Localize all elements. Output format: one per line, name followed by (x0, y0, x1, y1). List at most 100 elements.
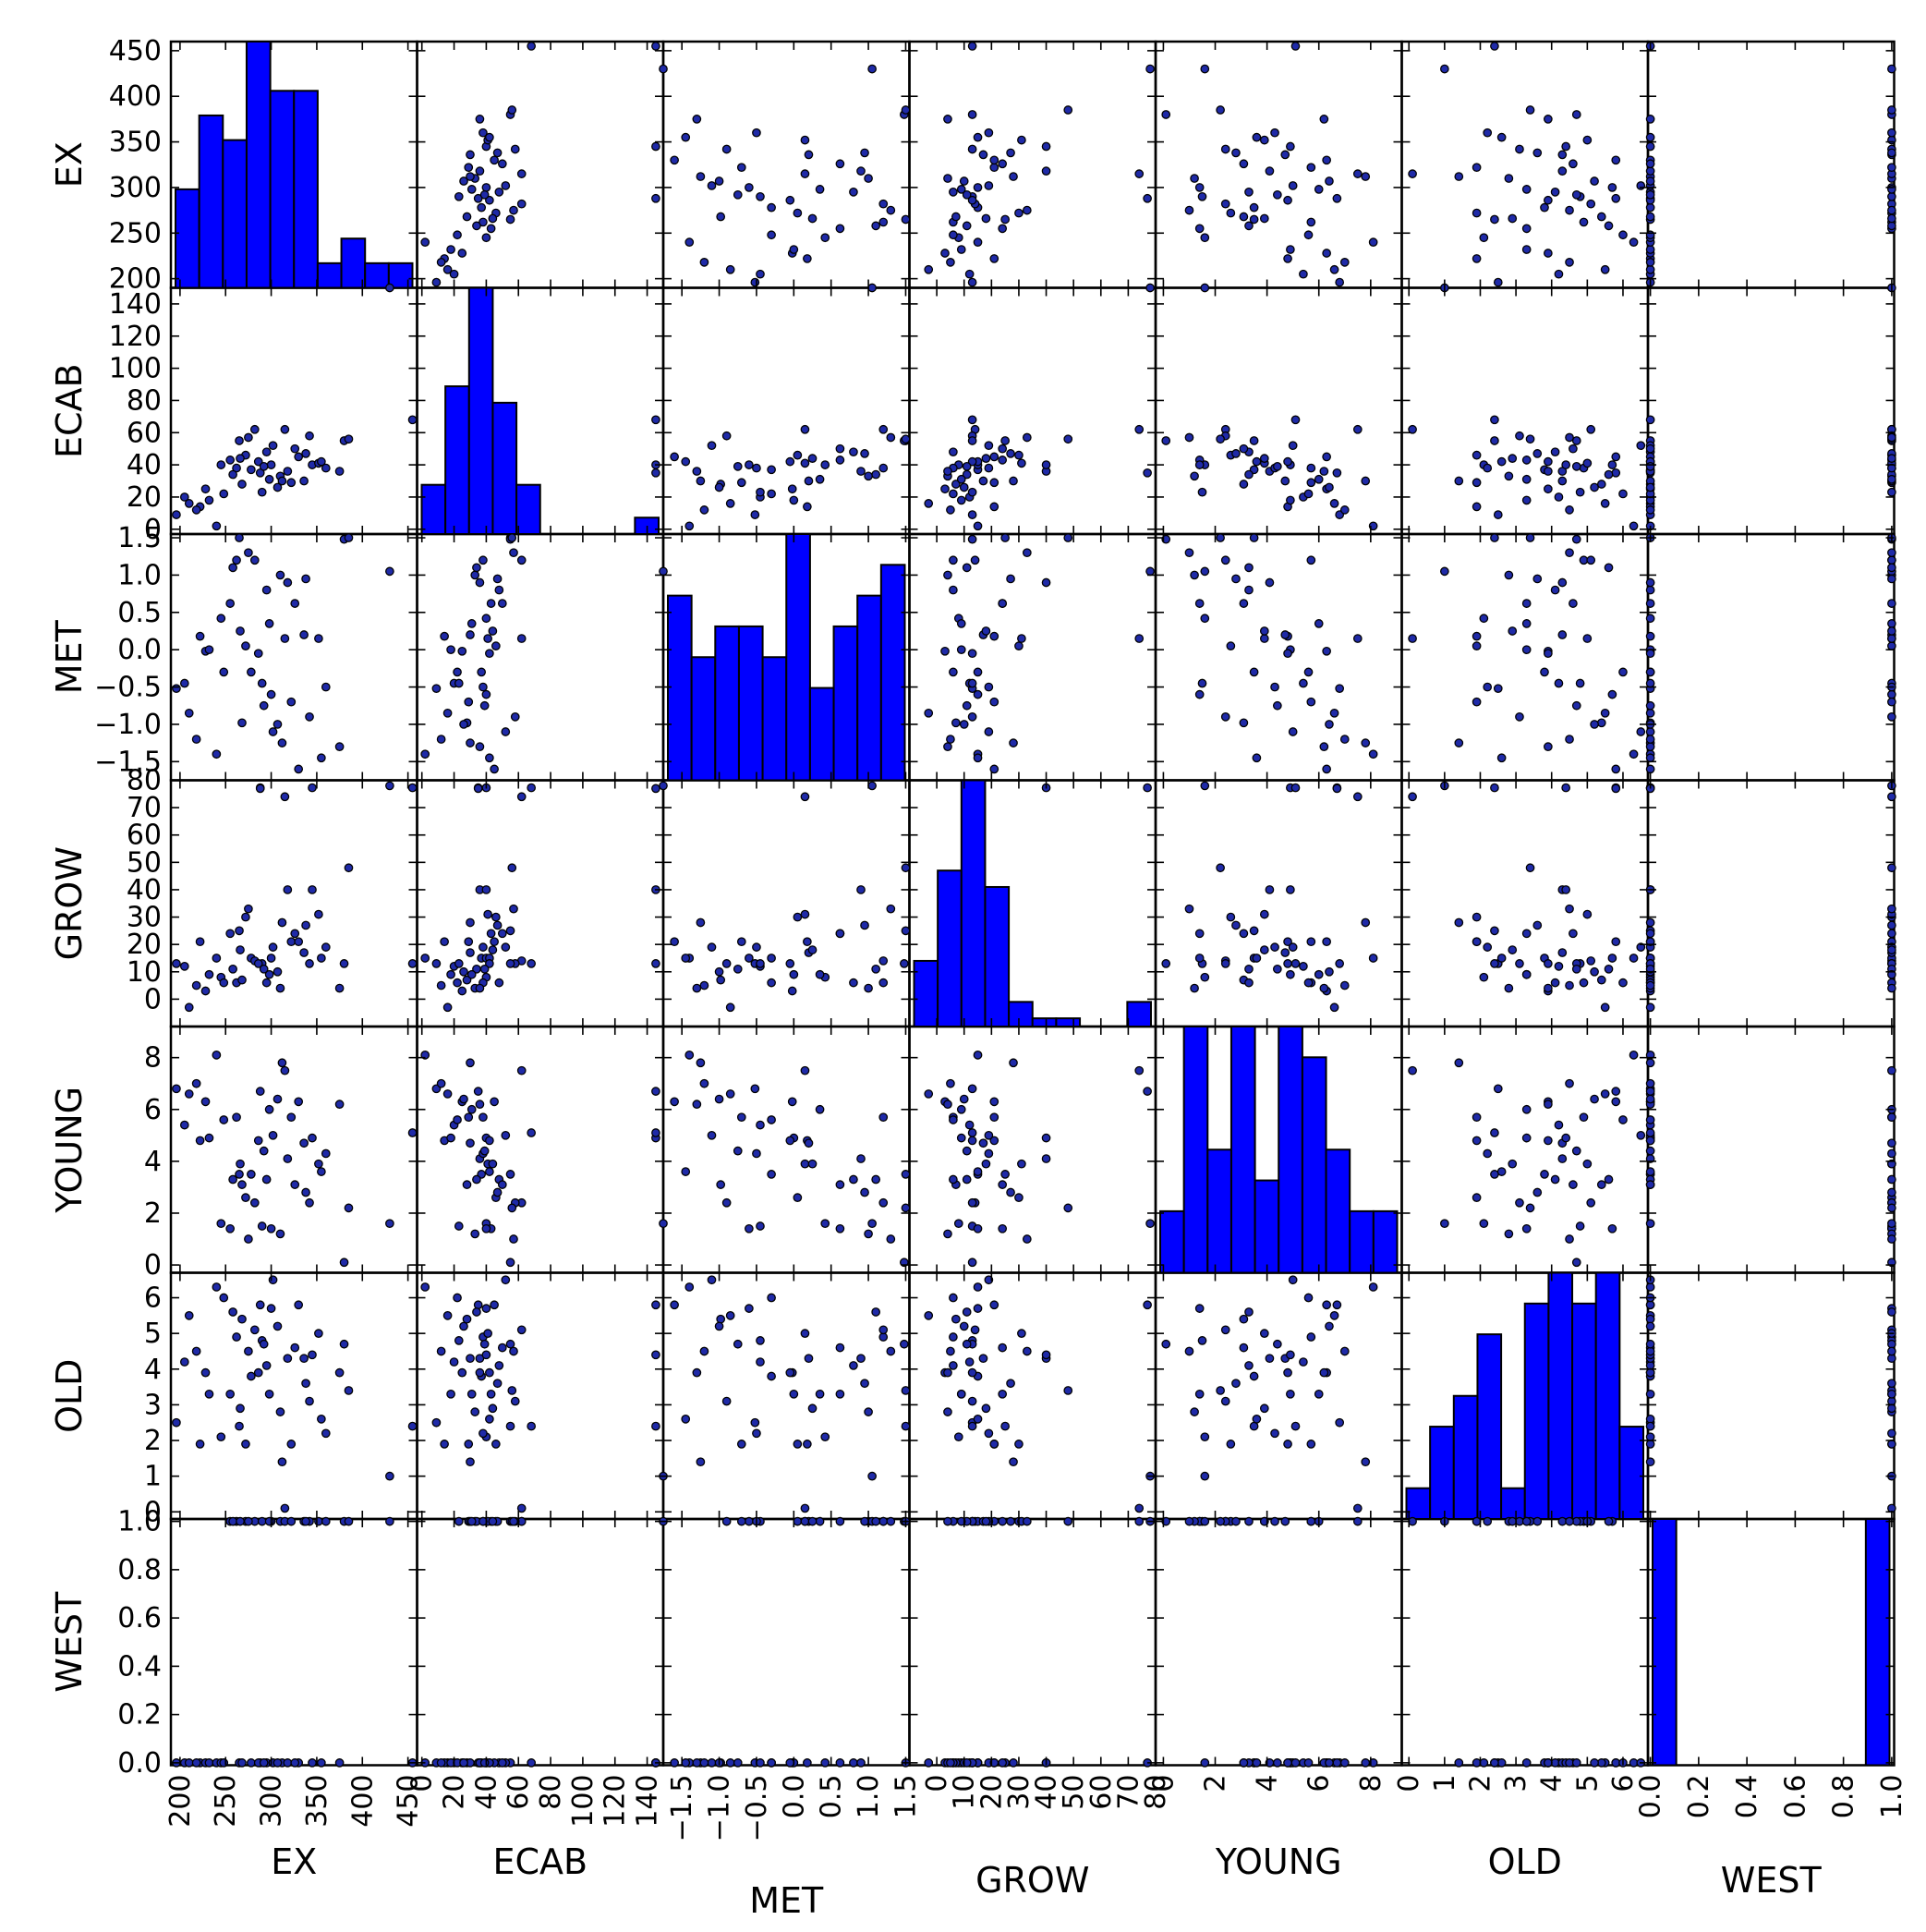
point-grow-met-46 (981, 626, 991, 636)
point-met-ex-31 (692, 115, 702, 124)
point-ecab-met-47 (479, 700, 490, 711)
point-young-ecab-15 (1332, 468, 1342, 478)
point-grow-west-44 (1006, 1516, 1015, 1526)
point-west-grow-33 (1887, 863, 1896, 873)
point-ecab-young-20 (470, 1229, 480, 1239)
point-grow-west-20 (943, 1516, 952, 1526)
point-west-grow-46 (1887, 945, 1896, 954)
point-old-ecab-45 (1565, 505, 1574, 515)
point-met-ecab-27 (721, 431, 732, 441)
point-young-ecab-35 (1290, 415, 1301, 425)
point-grow-old-36 (962, 1307, 972, 1317)
point-met-old-22 (800, 1503, 810, 1513)
hist-bar-ex-6 (316, 261, 343, 289)
point-grow-old-6 (973, 1282, 983, 1292)
point-ex-young-1 (179, 1120, 189, 1130)
point-met-old-26 (804, 1354, 814, 1364)
point-old-grow-10 (1490, 926, 1499, 936)
point-ecab-met-30 (485, 753, 494, 763)
point-young-ecab-37 (1283, 456, 1292, 467)
point-ecab-young-35 (527, 1128, 537, 1137)
point-old-met-18 (1607, 689, 1617, 699)
point-ex-grow-11 (237, 975, 247, 985)
point-ex-grow-15 (255, 784, 265, 794)
point-young-old-11 (1239, 1314, 1249, 1324)
point-ex-ecab-18 (266, 460, 276, 469)
matrix-ticks (171, 42, 1895, 1766)
point-grow-ecab-19 (984, 441, 994, 451)
point-ecab-young-38 (466, 1104, 477, 1114)
point-ecab-grow-12 (491, 912, 501, 922)
x-tick-label-grow: 10 (949, 1775, 981, 1810)
point-ex-met-19 (268, 727, 278, 736)
point-met-ex-22 (800, 169, 810, 178)
point-grow-ecab-16 (967, 487, 977, 497)
point-ex-old-25 (294, 1300, 304, 1310)
x-tick-label-grow: 40 (1031, 1775, 1063, 1810)
point-ex-ecab-40 (321, 463, 331, 473)
point-young-ecab-21 (1361, 476, 1371, 486)
hist-bar-ecab-1 (444, 385, 470, 535)
y-tick-label-west: 0.2 (117, 1699, 162, 1732)
point-young-grow-24 (1306, 937, 1316, 947)
point-ecab-young-2 (442, 1089, 453, 1099)
point-west-young-39 (1645, 1180, 1655, 1189)
point-west-young-37 (1645, 1136, 1655, 1146)
point-grow-old-47 (962, 1339, 972, 1349)
point-ecab-grow-42 (509, 904, 518, 914)
point-ecab-met-39 (497, 599, 507, 608)
y-tick-label-ecab: 80 (127, 384, 162, 417)
point-old-ecab-44 (1532, 449, 1543, 458)
point-grow-met-29 (1017, 634, 1026, 643)
point-ex-grow-45 (191, 980, 201, 990)
point-grow-old-30 (973, 1415, 983, 1424)
point-grow-ecab-11 (951, 480, 961, 489)
point-met-grow-35 (651, 959, 660, 968)
point-ex-old-9 (232, 1332, 241, 1342)
point-ex-met-42 (244, 548, 253, 558)
point-ecab-met-34 (659, 566, 668, 577)
point-west-ex-36 (1887, 221, 1896, 231)
point-west-met-36 (1887, 563, 1896, 573)
point-young-ecab-20 (1190, 471, 1199, 481)
point-ex-met-0 (172, 684, 181, 694)
point-young-grow-0 (1335, 959, 1345, 968)
point-ecab-met-22 (516, 634, 527, 643)
point-ecab-young-10 (505, 1170, 515, 1179)
point-young-ecab-2 (1329, 499, 1339, 508)
point-ex-grow-44 (301, 920, 310, 930)
point-met-old-6 (684, 1282, 695, 1292)
point-grow-young-42 (1022, 1234, 1032, 1244)
matrix-tick-labels: 200250300350400450020406080100120140−1.5… (94, 35, 1908, 1841)
point-ecab-ex-13 (477, 202, 487, 213)
point-ex-young-3 (195, 1136, 205, 1146)
point-met-young-27 (721, 1197, 732, 1208)
point-met-young-37 (785, 1136, 795, 1146)
point-young-grow-22 (1352, 792, 1363, 802)
point-young-old-20 (1190, 1407, 1199, 1416)
y-axis-label-grow: GROW (49, 846, 90, 960)
point-ex-old-33 (344, 1386, 354, 1395)
point-young-ecab-24 (1306, 478, 1316, 488)
point-met-ex-35 (651, 42, 660, 51)
point-met-young-11 (716, 1180, 726, 1189)
point-young-old-38 (1314, 1389, 1324, 1399)
point-ecab-ex-42 (509, 205, 518, 215)
x-tick-label-young: 6 (1303, 1775, 1336, 1792)
point-west-grow-42 (1887, 904, 1896, 914)
point-young-grow-41 (1303, 978, 1314, 988)
point-west-ex-34 (1887, 64, 1896, 74)
hist-bar-old-6 (1547, 1271, 1574, 1520)
point-old-met-25 (1611, 764, 1621, 774)
point-ex-met-24 (286, 697, 297, 707)
hist-bar-grow-3 (984, 885, 1011, 1027)
point-met-ex-33 (901, 105, 911, 115)
point-old-ex-18 (1607, 183, 1617, 192)
point-ex-grow-8 (225, 929, 236, 939)
point-old-met-0 (1493, 684, 1503, 694)
x-tick-label-ecab: 20 (439, 1775, 471, 1810)
point-old-grow-36 (1604, 964, 1614, 974)
point-ex-ecab-42 (244, 432, 253, 443)
point-met-ex-26 (804, 150, 814, 160)
point-old-young-19 (1636, 1130, 1646, 1140)
